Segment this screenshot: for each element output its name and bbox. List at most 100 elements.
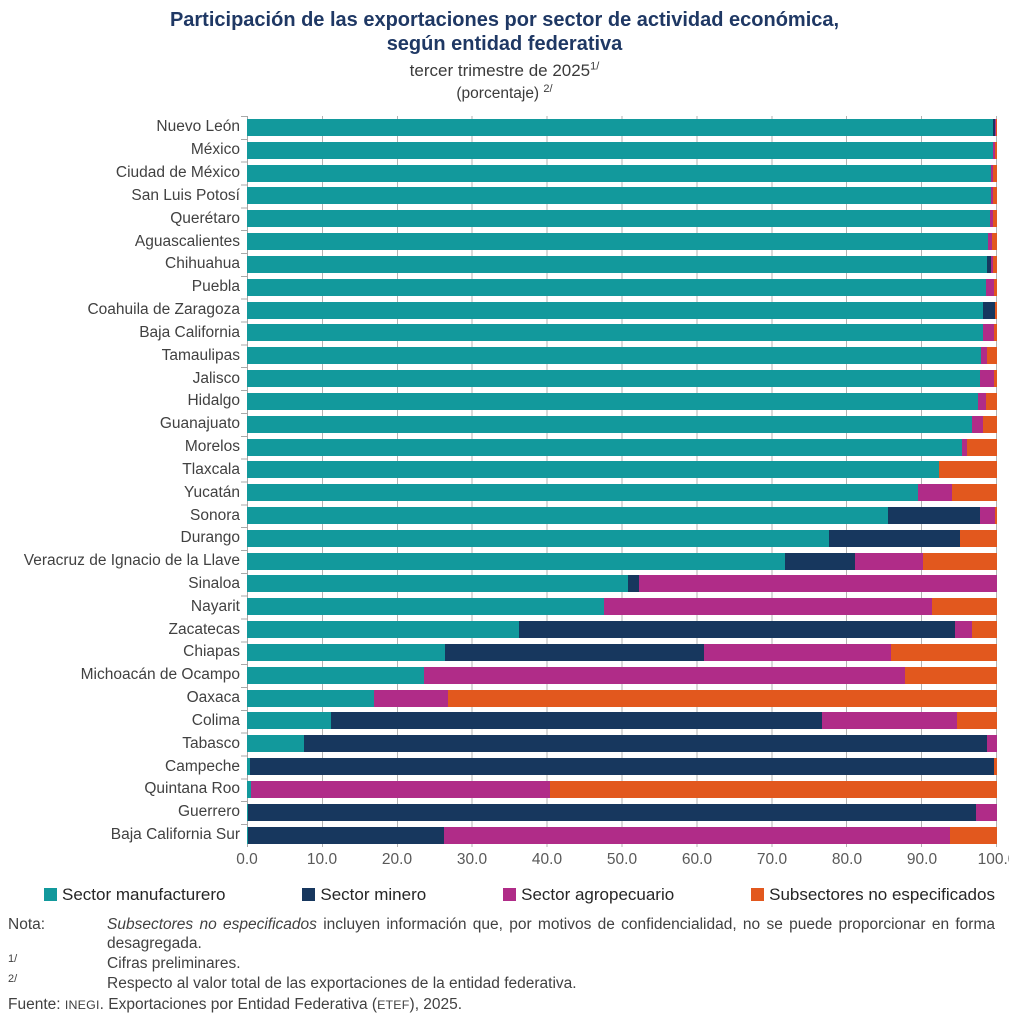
note-row: Nota: Subsectores no especificados inclu… [0, 915, 1009, 955]
bar-segment [991, 164, 994, 182]
bar-segment [967, 438, 997, 456]
bar-segment [988, 233, 992, 251]
chart-row: Hidalgo [0, 390, 997, 413]
row-label: Oaxaca [186, 689, 240, 707]
row-label: Tabasco [182, 734, 240, 752]
chart-row: Nuevo León [0, 116, 997, 139]
stacked-bar [247, 415, 997, 433]
stacked-bar [247, 187, 997, 205]
bar-segment [939, 461, 997, 479]
chart-title-line1: Participación de las exportaciones por s… [169, 9, 840, 31]
stacked-bar [247, 118, 997, 136]
chart-row: Coahuila de Zaragoza [0, 299, 997, 322]
legend-label: Sector manufacturero [62, 884, 226, 904]
row-label: Puebla [191, 278, 240, 296]
bar-segment [247, 712, 331, 730]
row-label: Baja California Sur [110, 826, 240, 844]
bar-segment [247, 187, 991, 205]
bar-segment [247, 643, 445, 661]
bar-segment [247, 118, 993, 136]
source-text: INEGI. Exportaciones por Entidad Federat… [64, 995, 463, 1013]
row-label: Guanajuato [159, 415, 240, 433]
stacked-bar [247, 712, 997, 730]
row-label: Hidalgo [187, 392, 240, 410]
legend-swatch [44, 888, 57, 902]
bar-segment [247, 689, 374, 707]
legend-item-2: Sector minero [302, 885, 426, 905]
chart-row: Baja California [0, 321, 997, 344]
bar-segment [952, 484, 997, 502]
bar-segment [994, 301, 997, 319]
source-label: Fuente: [8, 995, 61, 1013]
bar-segment [991, 255, 993, 273]
bar-segment [247, 826, 248, 844]
stacked-bar [247, 141, 997, 159]
stacked-bar [247, 507, 997, 524]
chart-row: Quintana Roo [0, 778, 997, 801]
stacked-bar [247, 735, 997, 753]
notes: Nota: Subsectores no especificados inclu… [0, 915, 1009, 1015]
stacked-bar [247, 233, 997, 251]
row-label: México [190, 141, 240, 159]
footnote-2-marker: 2/ [8, 972, 18, 985]
row-label: Guerrero [177, 803, 240, 821]
row-label: Sinaloa [188, 574, 240, 592]
row-label: Nayarit [190, 597, 240, 615]
bar-segment [993, 187, 997, 205]
footnote-1-text: Cifras preliminares. [107, 955, 241, 973]
chart-row: Tabasco [0, 732, 997, 755]
chart-row: Yucatán [0, 481, 997, 504]
chart-row: Tlaxcala [0, 458, 997, 481]
row-label: Chiapas [183, 643, 240, 661]
bar-segment [247, 780, 251, 798]
chart-row: Aguascalientes [0, 230, 997, 253]
footnote-ref-1: 1/ [590, 60, 600, 73]
bar-segment [979, 507, 995, 524]
bar-segment [247, 301, 983, 319]
bar-segment [247, 826, 445, 844]
bar-segment [247, 347, 982, 365]
row-label: Chihuahua [165, 255, 240, 273]
x-tick-label: 10.0 [306, 850, 338, 868]
bar-segment [979, 370, 994, 388]
stacked-bar [247, 780, 997, 798]
footnote-1-row: 1/ Cifras preliminares. [0, 954, 1009, 974]
bar-segment [987, 255, 991, 273]
source-line: Fuente: INEGI. Exportaciones por Entidad… [0, 995, 1009, 1015]
bar-segment [247, 758, 250, 776]
bar-segment [247, 415, 972, 433]
chart-row: Jalisco [0, 367, 997, 390]
bar-segment [961, 438, 967, 456]
chart-row: Tamaulipas [0, 344, 997, 367]
bar-segment [994, 324, 997, 342]
bar-segment [247, 461, 940, 479]
stacked-bar [247, 461, 997, 479]
x-axis: 0.0 10.0 20.0 30.0 40.0 50.0 60.0 70.0 80.0 90.0 1… [236, 850, 1009, 871]
bar-segment [955, 621, 972, 639]
legend-item-3: Sector agropecuario [503, 885, 674, 905]
bar-segment [247, 666, 424, 684]
stacked-bar [247, 278, 997, 296]
row-label: Baja California [139, 323, 240, 341]
bar-segment [891, 643, 997, 661]
bar-segment [931, 598, 997, 616]
bar-segment [991, 187, 994, 205]
stacked-bar [247, 347, 997, 365]
bar-segment [992, 255, 997, 273]
footnote-ref-2: 2/ [543, 82, 553, 95]
bar-segment [986, 347, 997, 365]
bar-segment [821, 712, 958, 730]
bar-segment [977, 392, 986, 410]
bar-segment [985, 278, 994, 296]
chart-row: México [0, 139, 997, 162]
row-label: Michoacán de Ocampo [80, 666, 240, 684]
bar-segment [888, 507, 980, 524]
chart-row: Chiapas [0, 641, 997, 664]
chart-row: Sonora [0, 504, 997, 527]
chart-row: Querétaro [0, 207, 997, 230]
bar-segment [247, 598, 604, 616]
bar-segment [424, 666, 905, 684]
bar-segment [247, 392, 978, 410]
bar-segment [247, 803, 248, 821]
bar-segment [373, 689, 448, 707]
